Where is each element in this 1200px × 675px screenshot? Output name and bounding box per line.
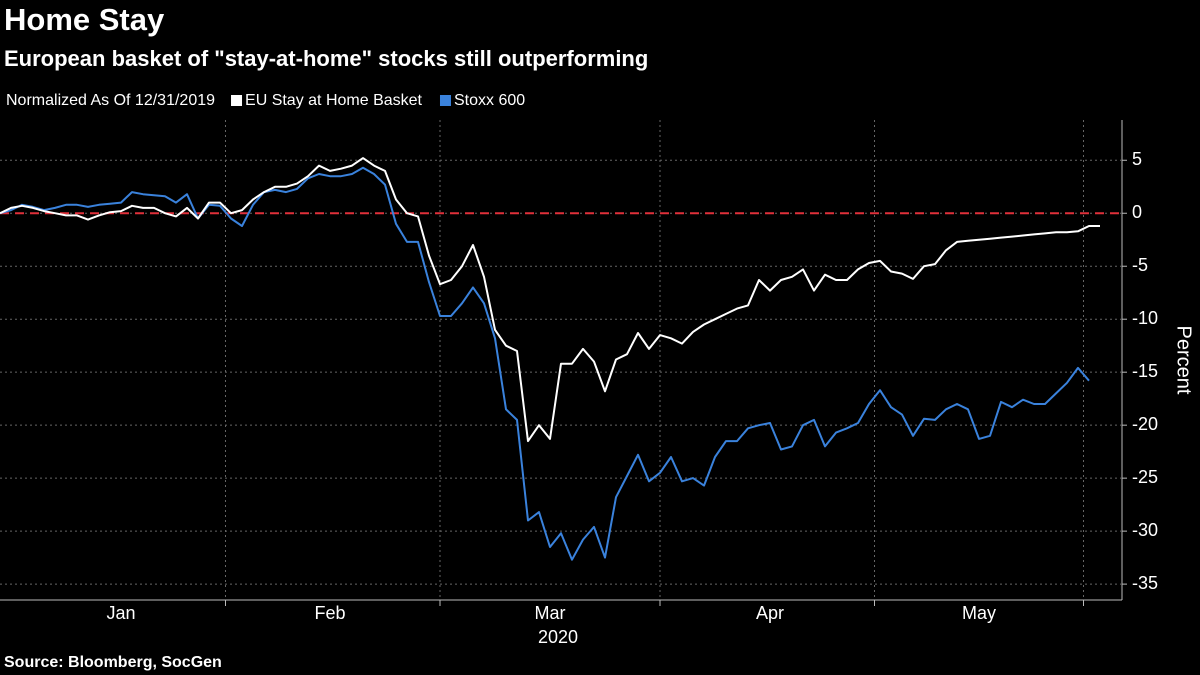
x-tick-label: Feb [314,603,345,623]
y-tick-label: -30 [1132,520,1158,540]
legend-swatch [439,95,451,106]
y-tick-label: -15 [1132,361,1158,381]
y-axis-label: Percent [1173,326,1195,395]
y-tick-label: -25 [1132,467,1158,487]
y-tick-label: -35 [1132,573,1158,593]
line-series [0,166,1090,561]
y-tick-label: -20 [1132,414,1158,434]
y-tick-label: 0 [1132,202,1142,222]
source: Source: Bloomberg, SocGen [4,654,222,671]
x-tick-label: Mar [535,603,566,623]
y-tick-label: -5 [1132,255,1148,275]
y-tick-label: 5 [1132,149,1142,169]
legend-label: Stoxx 600 [454,92,525,109]
x-tick-label: May [962,603,996,623]
x-axis-label: 2020 [538,627,578,647]
x-tick-label: Jan [106,603,135,623]
chart-subtitle: European basket of "stay-at-home" stocks… [4,46,648,71]
chart-title: Home Stay [4,2,165,37]
legend-label: EU Stay at Home Basket [245,92,423,109]
y-tick-label: -10 [1132,308,1158,328]
x-tick-label: Apr [756,603,784,623]
legend-swatch [231,95,243,106]
line-series [0,157,1100,443]
chart-note: Normalized As Of 12/31/2019 [6,92,215,109]
